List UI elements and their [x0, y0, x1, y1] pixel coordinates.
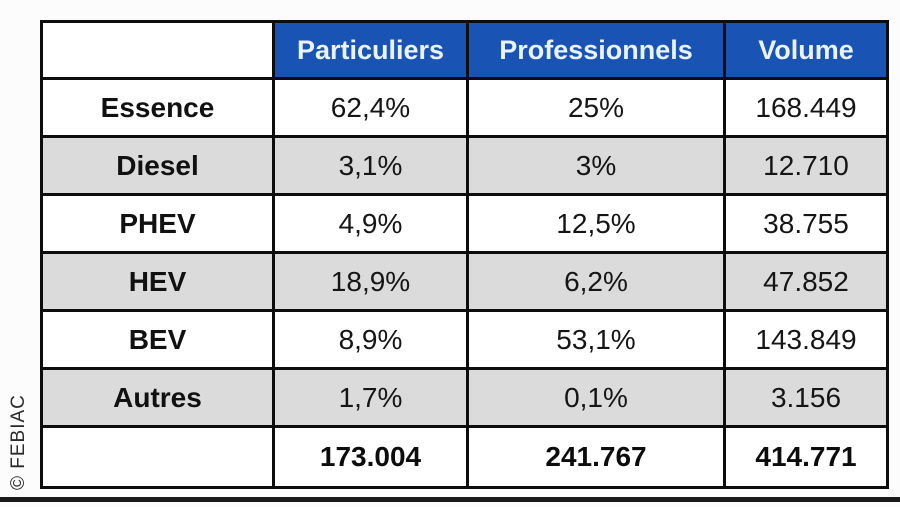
- cell-essence-particuliers: 62,4%: [272, 77, 469, 138]
- total-professionnels: 241.767: [466, 425, 726, 489]
- totals-row: 173.004 241.767 414.771: [40, 425, 889, 489]
- row-label-essence: Essence: [40, 77, 275, 138]
- cell-essence-volume: 168.449: [723, 77, 889, 138]
- bottom-divider: [0, 497, 900, 502]
- col-header-professionnels: Professionnels: [466, 20, 726, 80]
- table-row-autres: Autres 1,7% 0,1% 3.156: [40, 367, 889, 428]
- row-label-diesel: Diesel: [40, 135, 275, 196]
- registrations-table: Particuliers Professionnels Volume Essen…: [40, 20, 889, 489]
- col-header-particuliers: Particuliers: [272, 20, 469, 80]
- corner-cell: [40, 20, 275, 80]
- header-row: Particuliers Professionnels Volume: [40, 20, 889, 80]
- cell-autres-particuliers: 1,7%: [272, 367, 469, 428]
- row-label-hev: HEV: [40, 251, 275, 312]
- cell-phev-volume: 38.755: [723, 193, 889, 254]
- cell-hev-particuliers: 18,9%: [272, 251, 469, 312]
- cell-hev-professionnels: 6,2%: [466, 251, 726, 312]
- cell-hev-volume: 47.852: [723, 251, 889, 312]
- total-particuliers: 173.004: [272, 425, 469, 489]
- cell-autres-volume: 3.156: [723, 367, 889, 428]
- row-label-autres: Autres: [40, 367, 275, 428]
- table-row-phev: PHEV 4,9% 12,5% 38.755: [40, 193, 889, 254]
- row-label-bev: BEV: [40, 309, 275, 370]
- cell-bev-particuliers: 8,9%: [272, 309, 469, 370]
- table-row-diesel: Diesel 3,1% 3% 12.710: [40, 135, 889, 196]
- total-volume: 414.771: [723, 425, 889, 489]
- cell-diesel-particuliers: 3,1%: [272, 135, 469, 196]
- cell-autres-professionnels: 0,1%: [466, 367, 726, 428]
- col-header-volume: Volume: [723, 20, 889, 80]
- cell-bev-volume: 143.849: [723, 309, 889, 370]
- table-row-bev: BEV 8,9% 53,1% 143.849: [40, 309, 889, 370]
- cell-phev-professionnels: 12,5%: [466, 193, 726, 254]
- cell-diesel-professionnels: 3%: [466, 135, 726, 196]
- totals-label-cell: [40, 425, 275, 489]
- cell-bev-professionnels: 53,1%: [466, 309, 726, 370]
- row-label-phev: PHEV: [40, 193, 275, 254]
- cell-diesel-volume: 12.710: [723, 135, 889, 196]
- table-row-hev: HEV 18,9% 6,2% 47.852: [40, 251, 889, 312]
- cell-essence-professionnels: 25%: [466, 77, 726, 138]
- cell-phev-particuliers: 4,9%: [272, 193, 469, 254]
- febiac-copyright-watermark: © FEBIAC: [8, 394, 29, 490]
- table-row-essence: Essence 62,4% 25% 168.449: [40, 77, 889, 138]
